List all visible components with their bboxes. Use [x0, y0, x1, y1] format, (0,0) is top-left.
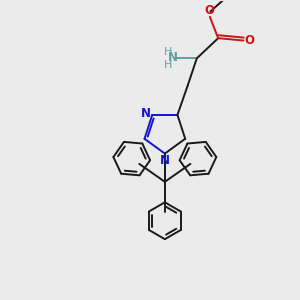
Text: O: O [205, 4, 215, 17]
Text: N: N [141, 107, 151, 120]
Text: N: N [168, 51, 178, 64]
Text: O: O [244, 34, 254, 47]
Text: H: H [164, 60, 172, 70]
Text: H: H [164, 47, 172, 57]
Text: N: N [160, 154, 170, 166]
